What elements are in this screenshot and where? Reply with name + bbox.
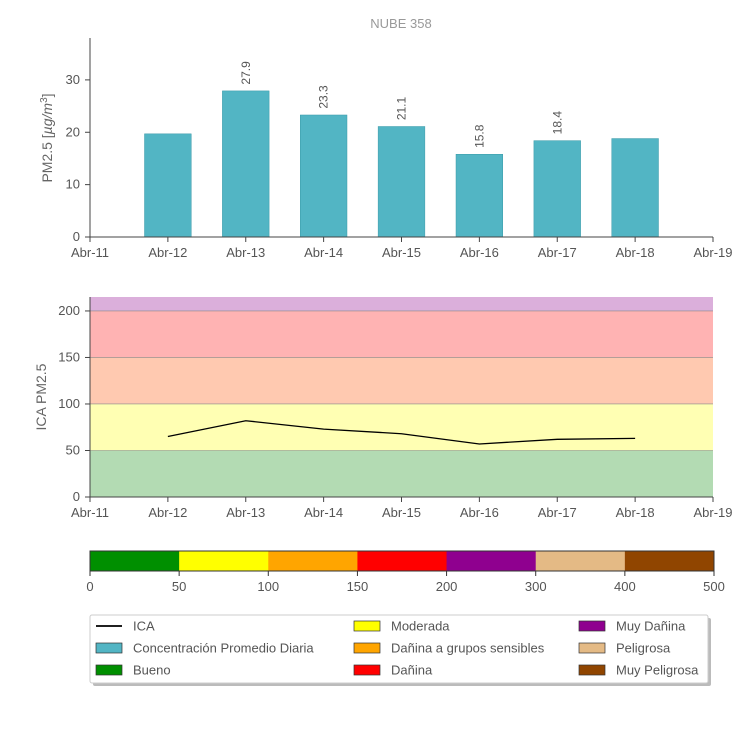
legend-item-label: Muy Dañina (616, 619, 686, 634)
bar-x-tick-label: Abr-16 (460, 245, 499, 260)
bar-x-tick-label: Abr-14 (304, 245, 343, 260)
colorbar-segment (357, 551, 448, 571)
ica-x-tick-label: Abr-12 (148, 505, 187, 520)
colorbar-tick-label: 500 (703, 579, 725, 594)
ica-y-tick-label: 0 (73, 489, 80, 504)
legend-box-swatch (353, 620, 381, 632)
bar-x-tick-label: Abr-15 (382, 245, 421, 260)
legend-box-swatch (95, 664, 123, 676)
ica-band-100-150 (90, 357, 713, 404)
legend-item-label: Bueno (133, 663, 171, 678)
legend-box-swatch (95, 642, 123, 654)
ica-x-tick-label: Abr-16 (460, 505, 499, 520)
legend-item-label: Dañina a grupos sensibles (391, 641, 545, 656)
bar-y-tick-label: 20 (66, 124, 80, 139)
bar-data-label: 21.1 (395, 97, 409, 121)
bar-x-tick-label: Abr-19 (693, 245, 732, 260)
bar-Abr-17 (533, 140, 581, 238)
bar-x-tick-label: Abr-11 (71, 245, 109, 260)
ica-x-tick-label: Abr-14 (304, 505, 343, 520)
bar-y-tick-label: 10 (66, 177, 80, 192)
legend: ICA Concentración Promedio Diaria Bueno Mod… (89, 614, 711, 686)
bar-y-axis-label: PM2.5 [µg/m3] (39, 93, 56, 182)
chart-title: NUBE 358 (370, 16, 431, 31)
colorbar-segment (179, 551, 269, 571)
legend-box-swatch (353, 642, 381, 654)
legend-item-label: Dañina (391, 663, 433, 678)
colorbar-tick-label: 50 (172, 579, 186, 594)
ica-x-tick-label: Abr-17 (538, 505, 577, 520)
legend-item-label: Muy Peligrosa (616, 663, 699, 678)
colorbar-segment (446, 551, 537, 571)
colorbar-tick-label: 400 (614, 579, 636, 594)
aqi-colorbar: 0 50 100 150 200 300 400 500 (86, 550, 725, 594)
legend-item-label: Concentración Promedio Diaria (133, 641, 314, 656)
bar-x-tick-label: Abr-13 (226, 245, 265, 260)
colorbar-segment (535, 551, 626, 571)
bar-Abr-16 (455, 154, 503, 238)
bar-x-tick-label: Abr-18 (616, 245, 655, 260)
pm25-bar-chart: NUBE 358 PM2.5 [µg/m3] 27.9 23.3 21.1 15.8 1… (39, 16, 733, 260)
ica-y-axis-label: ICA PM2.5 (33, 363, 49, 430)
legend-box-swatch (578, 642, 606, 654)
bar-data-label: 27.9 (239, 61, 253, 85)
ica-y-tick-label: 200 (58, 303, 80, 318)
legend-box-swatch (353, 664, 381, 676)
colorbar-tick-label: 0 (86, 579, 93, 594)
colorbar-segment (90, 551, 180, 571)
legend-box (89, 614, 709, 684)
legend-box-swatch (578, 620, 606, 632)
ica-x-tick-label: Abr-13 (226, 505, 265, 520)
bar-Abr-12 (144, 133, 192, 238)
bar-data-label: 23.3 (317, 85, 331, 109)
legend-item-label: ICA (133, 619, 155, 634)
ica-x-tick-label: Abr-19 (693, 505, 732, 520)
bar-Abr-13 (222, 90, 270, 238)
colorbar-segment (268, 551, 358, 571)
ica-series-line (167, 420, 636, 445)
ica-x-tick-label: Abr-18 (616, 505, 655, 520)
legend-item-label: Moderada (391, 619, 450, 634)
colorbar-tick-label: 200 (436, 579, 458, 594)
ica-band-200-300 (90, 297, 713, 311)
bar-y-tick-label: 0 (73, 229, 80, 244)
bar-Abr-15 (377, 126, 426, 238)
ica-band-150-200 (90, 310, 713, 358)
ica-y-tick-label: 50 (66, 442, 80, 457)
colorbar-tick-label: 100 (257, 579, 279, 594)
colorbar-tick-label: 150 (347, 579, 369, 594)
ica-band-50-100 (90, 403, 713, 451)
colorbar-frame (89, 550, 715, 572)
colorbar-tick-label: 300 (525, 579, 547, 594)
ica-y-tick-label: 100 (58, 396, 80, 411)
bar-Abr-14 (300, 114, 348, 238)
bar-x-tick-label: Abr-17 (538, 245, 577, 260)
legend-box-swatch (578, 664, 606, 676)
bar-y-tick-label: 30 (66, 72, 80, 87)
bar-data-label: 15.8 (472, 124, 486, 148)
bar-x-tick-label: Abr-12 (148, 245, 187, 260)
ica-band-0-50 (90, 450, 713, 497)
ica-x-tick-label: Abr-11 (71, 505, 109, 520)
bar-data-label: 18.4 (550, 111, 564, 135)
ica-line-chart: ICA PM2.5 Abr-11 Abr-12 Abr-13 Abr-14 Abr-15… (33, 297, 733, 520)
legend-item-label: Peligrosa (616, 641, 671, 656)
colorbar-segment (624, 551, 715, 571)
ica-x-tick-label: Abr-15 (382, 505, 421, 520)
ica-y-tick-label: 150 (58, 349, 80, 364)
bar-Abr-18 (611, 138, 659, 238)
